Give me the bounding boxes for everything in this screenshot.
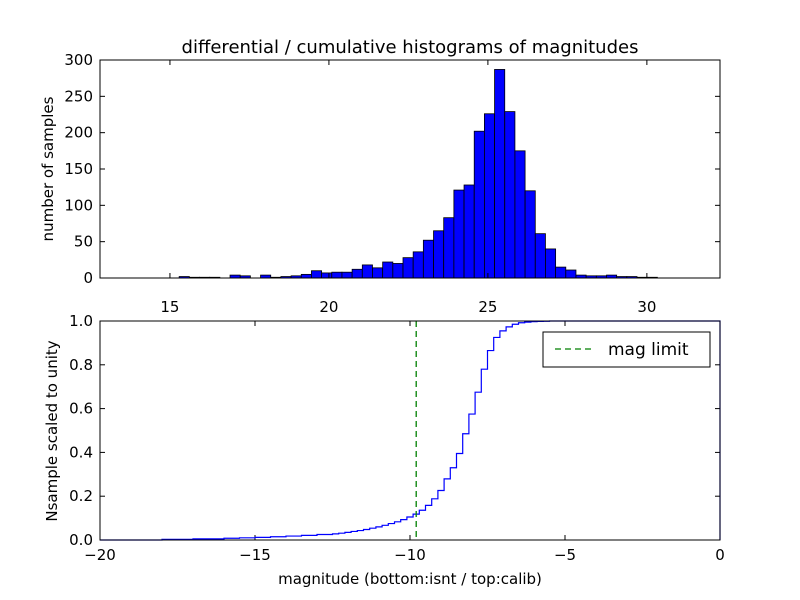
- bottom-x-tick-label: −20: [84, 546, 116, 564]
- figure-title: differential / cumulative histograms of …: [182, 37, 639, 58]
- histogram-bar: [321, 272, 333, 279]
- top-x-tick-label: 25: [478, 298, 497, 316]
- top-y-tick-label: 0: [83, 269, 93, 287]
- histogram-bar: [433, 230, 445, 279]
- histogram-bar: [514, 150, 526, 279]
- bottom-y-axis-label: Nsample scaled to unity: [43, 340, 61, 521]
- top-x-tick-label: 15: [160, 298, 179, 316]
- bottom-x-tick-label: 0: [715, 546, 725, 564]
- histogram-bar: [565, 269, 577, 279]
- histogram-bar: [351, 268, 363, 279]
- histogram-bar: [341, 271, 353, 279]
- top-y-tick-label: 50: [74, 233, 93, 251]
- top-axes-frame: [99, 59, 721, 279]
- histogram-bar: [311, 270, 323, 279]
- histogram-bar: [382, 261, 394, 279]
- histogram-bar: [402, 257, 414, 279]
- bottom-x-tick-label: −10: [394, 546, 426, 564]
- bottom-cumulative-panel: 0.0 0.2 0.4 0.6 0.8 1.0 −20 −15 −10 −5 0 Nsample s…: [43, 312, 725, 588]
- histogram-bar: [534, 233, 546, 279]
- histogram-bar: [422, 239, 434, 279]
- histogram-bar: [412, 251, 424, 279]
- bottom-x-tick-label: −5: [554, 546, 576, 564]
- histogram-bar: [331, 271, 343, 279]
- histogram-bar: [392, 263, 404, 279]
- top-axis-ticks: 0 50 100 150 200 250 300 15 20 25 30: [64, 51, 720, 316]
- histogram-bar: [300, 273, 312, 279]
- bottom-x-tick-label: −15: [239, 546, 271, 564]
- histogram-bar: [453, 189, 465, 279]
- bottom-y-tick-label: 1.0: [69, 312, 93, 330]
- histogram-bar: [494, 69, 506, 279]
- bottom-axes-frame: [99, 320, 721, 541]
- top-x-tick-label: 30: [637, 298, 656, 316]
- bottom-y-tick-label: 0.6: [69, 400, 93, 418]
- top-y-tick-label: 100: [64, 196, 93, 214]
- legend-label-mag-limit: mag limit: [608, 340, 689, 360]
- histogram-bar: [473, 130, 485, 279]
- top-y-tick-label: 250: [64, 87, 93, 105]
- histogram-bar: [483, 113, 495, 279]
- bottom-y-tick-label: 0.2: [69, 487, 93, 505]
- top-histogram-panel: 0 50 100 150 200 250 300 15 20 25 30 number of sam…: [39, 51, 721, 316]
- histogram-bars: [178, 69, 658, 279]
- histogram-bar: [524, 190, 536, 279]
- bottom-y-tick-label: 0.4: [69, 443, 93, 461]
- top-y-axis-label: number of samples: [39, 96, 57, 241]
- top-x-tick-label: 20: [319, 298, 338, 316]
- bottom-axis-ticks: 0.0 0.2 0.4 0.6 0.8 1.0 −20 −15 −10 −5 0: [69, 312, 725, 564]
- histogram-bar: [555, 266, 567, 279]
- histogram-bar: [504, 111, 516, 279]
- histogram-bar: [372, 267, 384, 279]
- top-y-tick-label: 200: [64, 124, 93, 142]
- histogram-bar: [463, 184, 475, 279]
- top-y-tick-label: 150: [64, 160, 93, 178]
- histogram-bar: [361, 264, 373, 279]
- bottom-x-axis-label: magnitude (bottom:isnt / top:calib): [278, 570, 542, 588]
- bottom-y-tick-label: 0.8: [69, 356, 93, 374]
- histogram-bar: [443, 217, 455, 279]
- top-y-tick-label: 300: [64, 51, 93, 69]
- bottom-y-tick-label: 0.0: [69, 531, 93, 549]
- legend: mag limit: [542, 331, 711, 368]
- histogram-bar: [545, 248, 557, 279]
